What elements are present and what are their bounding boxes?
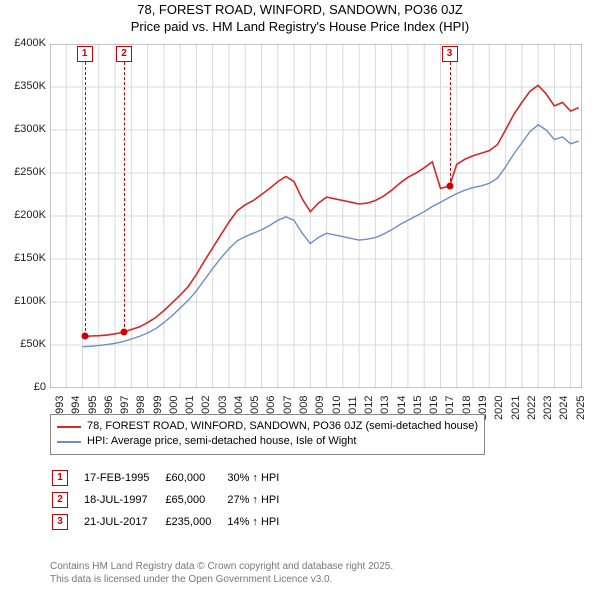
x-tick-label: 2022 [526,396,538,420]
legend-label-series2: HPI: Average price, semi-detached house,… [87,434,356,449]
sale-delta: 30% ↑ HPI [227,468,293,488]
sale-price: £65,000 [165,490,225,510]
y-tick-label: £250K [2,166,46,178]
sale-delta: 14% ↑ HPI [227,512,293,532]
attribution-l2: This data is licensed under the Open Gov… [50,574,393,587]
chart-svg [50,44,582,388]
attribution-l1: Contains HM Land Registry data © Crown c… [50,561,393,574]
sale-badge-2: 2 [52,492,68,508]
sales-table: 1 17-FEB-1995 £60,000 30% ↑ HPI 2 18-JUL… [50,466,295,534]
y-tick-label: £350K [2,80,46,92]
sale-delta: 27% ↑ HPI [227,490,293,510]
sale-price: £60,000 [165,468,225,488]
sale-marker-box: 1 [77,46,93,62]
y-tick-label: £300K [2,123,46,135]
title-line1: 78, FOREST ROAD, WINFORD, SANDOWN, PO36 … [0,2,600,19]
x-tick-label: 2020 [493,396,505,420]
attribution: Contains HM Land Registry data © Crown c… [50,561,393,586]
legend-row: HPI: Average price, semi-detached house,… [57,434,478,449]
sale-badge-3: 3 [52,514,68,530]
legend-label-series1: 78, FOREST ROAD, WINFORD, SANDOWN, PO36 … [87,419,478,434]
table-row: 3 21-JUL-2017 £235,000 14% ↑ HPI [52,512,293,532]
sale-dot [81,333,88,340]
chart-plot-area [50,44,582,388]
y-tick-label: £0 [2,381,46,393]
legend-swatch-series1 [57,426,81,428]
title-line2: Price paid vs. HM Land Registry's House … [0,19,600,36]
sale-dot [121,329,128,336]
sale-date: 18-JUL-1997 [84,490,163,510]
y-tick-label: £150K [2,252,46,264]
x-tick-label: 2024 [558,396,570,420]
y-tick-label: £100K [2,295,46,307]
y-tick-label: £50K [2,338,46,350]
sale-date: 17-FEB-1995 [84,468,163,488]
sale-marker-box: 3 [442,46,458,62]
y-tick-label: £200K [2,209,46,221]
sale-date: 21-JUL-2017 [84,512,163,532]
table-row: 1 17-FEB-1995 £60,000 30% ↑ HPI [52,468,293,488]
sale-badge-1: 1 [52,470,68,486]
page-title: 78, FOREST ROAD, WINFORD, SANDOWN, PO36 … [0,0,600,36]
chart-legend: 78, FOREST ROAD, WINFORD, SANDOWN, PO36 … [50,414,485,455]
y-tick-label: £400K [2,37,46,49]
sale-price: £235,000 [165,512,225,532]
x-tick-label: 2021 [510,396,522,420]
sale-marker-box: 2 [116,46,132,62]
legend-swatch-series2 [57,441,81,443]
x-tick-label: 2025 [575,396,587,420]
x-tick-label: 2023 [542,396,554,420]
legend-row: 78, FOREST ROAD, WINFORD, SANDOWN, PO36 … [57,419,478,434]
table-row: 2 18-JUL-1997 £65,000 27% ↑ HPI [52,490,293,510]
sale-dot [446,182,453,189]
